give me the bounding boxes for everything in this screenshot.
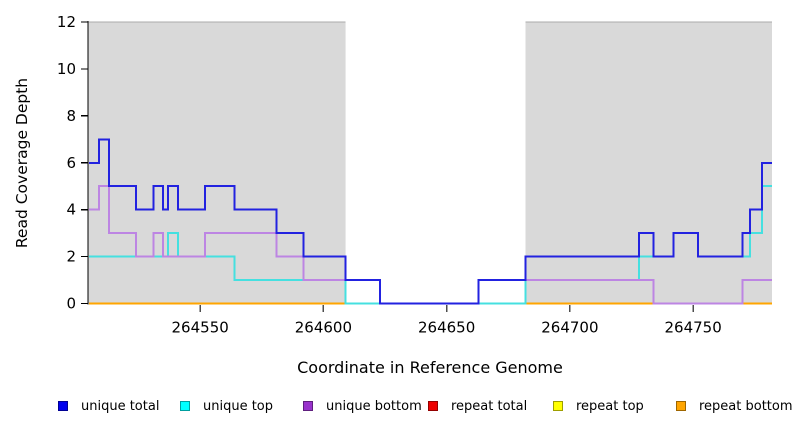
y-tick-label: 6 bbox=[66, 154, 76, 172]
legend-item-unique-total: unique total bbox=[58, 398, 159, 414]
legend-swatch bbox=[180, 401, 190, 411]
x-tick-label: 264700 bbox=[541, 319, 598, 337]
x-axis-title: Coordinate in Reference Genome bbox=[297, 358, 563, 377]
x-tick-label: 264600 bbox=[295, 319, 352, 337]
legend-item-unique-top: unique top bbox=[180, 398, 273, 414]
shaded-region bbox=[88, 22, 346, 304]
legend-label: unique top bbox=[203, 398, 274, 414]
legend-swatch bbox=[303, 401, 313, 411]
y-tick-label: 8 bbox=[66, 107, 76, 125]
y-tick-label: 4 bbox=[66, 201, 76, 219]
x-tick-label: 264650 bbox=[418, 319, 475, 337]
y-axis-title: Read Coverage Depth bbox=[13, 77, 31, 249]
y-tick-label: 2 bbox=[66, 248, 76, 266]
y-tick-label: 0 bbox=[66, 295, 76, 313]
legend-swatch bbox=[676, 401, 686, 411]
legend-item-repeat-bottom: repeat bottom bbox=[676, 398, 792, 414]
legend-label: unique bottom bbox=[326, 398, 422, 414]
y-tick-label: 10 bbox=[57, 60, 76, 78]
legend-swatch bbox=[58, 401, 68, 411]
legend-label: repeat bottom bbox=[699, 398, 792, 414]
legend-item-repeat-top: repeat top bbox=[553, 398, 644, 414]
x-tick-label: 264750 bbox=[664, 319, 721, 337]
legend-label: repeat total bbox=[451, 398, 528, 414]
y-tick-label: 12 bbox=[57, 13, 76, 31]
x-tick-label: 264550 bbox=[172, 319, 229, 337]
legend-swatch bbox=[553, 401, 563, 411]
legend: unique total unique top unique bottom repea… bbox=[0, 398, 792, 416]
legend-label: unique total bbox=[81, 398, 160, 414]
legend-item-unique-bottom: unique bottom bbox=[303, 398, 422, 414]
legend-label: repeat top bbox=[576, 398, 644, 414]
series-line-unique-bottom bbox=[89, 185, 772, 305]
shaded-region bbox=[525, 22, 772, 304]
legend-item-repeat-total: repeat total bbox=[428, 398, 527, 414]
legend-swatch bbox=[428, 401, 438, 411]
series-line-unique-total bbox=[89, 138, 772, 305]
